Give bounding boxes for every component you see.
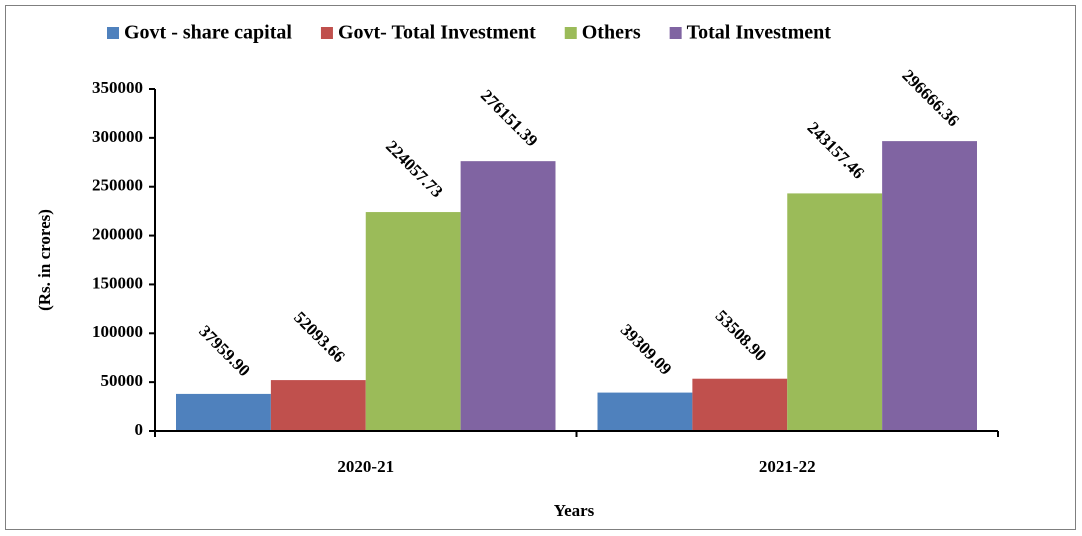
bar xyxy=(270,380,366,431)
bar xyxy=(176,393,271,431)
y-tick-label: 100000 xyxy=(92,322,143,341)
y-tick-label: 200000 xyxy=(92,224,143,243)
legend-swatch xyxy=(107,27,119,39)
y-tick-label: 50000 xyxy=(101,371,144,390)
legend-swatch xyxy=(320,27,333,39)
bar xyxy=(365,212,461,431)
bar xyxy=(882,141,977,432)
y-tick-label: 250000 xyxy=(92,176,143,195)
y-tick-label: 350000 xyxy=(92,78,143,97)
x-tick-label: 2021-22 xyxy=(759,457,816,476)
legend-label: Others xyxy=(582,22,641,44)
y-tick-label: 150000 xyxy=(92,273,143,292)
bar xyxy=(692,378,788,431)
legend-label: Govt- Total Investment xyxy=(338,22,536,44)
x-axis-label: Years xyxy=(554,501,595,520)
y-tick-label: 300000 xyxy=(92,127,143,146)
legend-swatch xyxy=(669,27,682,39)
bar xyxy=(597,392,693,431)
legend-label: Total Investment xyxy=(687,22,832,44)
x-tick-label: 2020-21 xyxy=(337,457,394,476)
legend-swatch xyxy=(564,27,577,39)
bar xyxy=(460,161,556,431)
y-axis-label: (Rs. in crores) xyxy=(35,209,54,311)
legend-label: Govt - share capital xyxy=(124,22,292,44)
y-tick-label: 0 xyxy=(135,420,144,439)
bar xyxy=(787,193,883,431)
